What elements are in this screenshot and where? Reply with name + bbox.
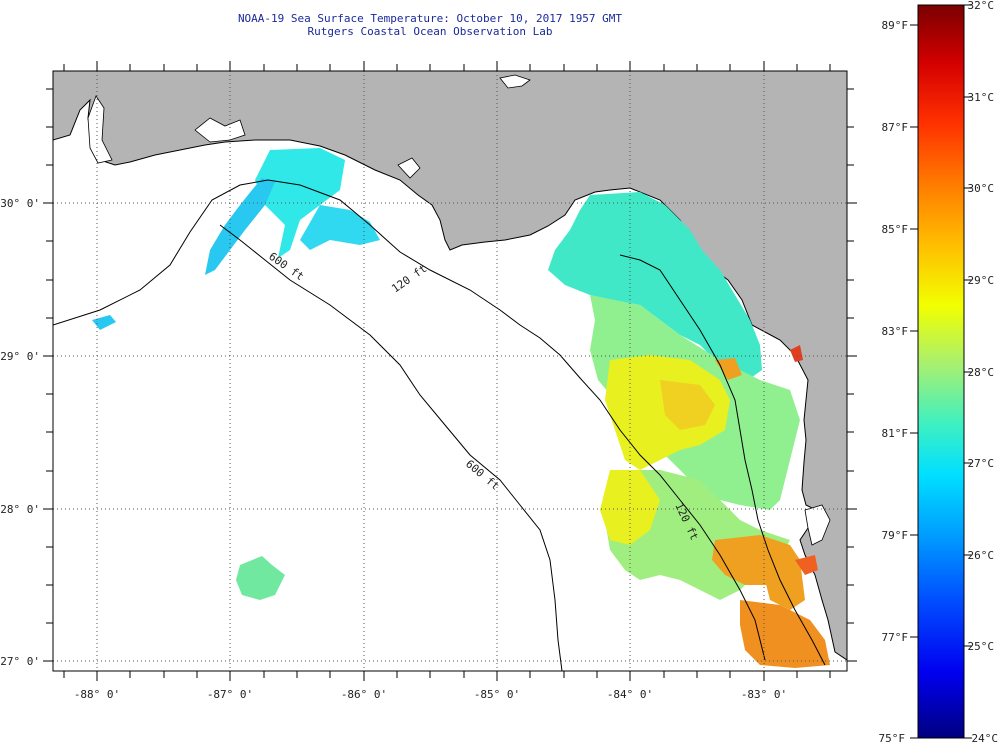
fahrenheit-label: 85°F <box>882 223 909 236</box>
map-frame <box>52 70 848 672</box>
longitude-label: -86° 0' <box>341 688 387 701</box>
fahrenheit-label: 75°F <box>879 732 906 745</box>
longitude-label: -85° 0' <box>474 688 520 701</box>
celsius-label: 30°C <box>968 182 995 195</box>
celsius-label: 25°C <box>968 640 995 653</box>
celsius-label: 32°C <box>968 0 995 12</box>
bay-inlet <box>87 95 113 164</box>
fahrenheit-label: 81°F <box>882 427 909 440</box>
isobath-120ft <box>53 179 766 661</box>
isobath-600ft <box>219 224 563 671</box>
latitude-label: 30° 0' <box>0 197 40 210</box>
bay-inlet <box>804 504 831 546</box>
longitude-label: -83° 0' <box>741 688 787 701</box>
celsius-label: 28°C <box>968 366 995 379</box>
celsius-label: 31°C <box>968 91 995 104</box>
fahrenheit-label: 77°F <box>882 631 909 644</box>
fahrenheit-label: 89°F <box>882 19 909 32</box>
isobath-600ft-east <box>619 254 826 666</box>
longitude-label: -84° 0' <box>607 688 653 701</box>
latitude-label: 28° 0' <box>0 503 40 516</box>
celsius-label: 26°C <box>968 549 995 562</box>
celsius-label: 27°C <box>968 457 995 470</box>
fahrenheit-label: 87°F <box>882 121 909 134</box>
colorbar-ticks <box>910 4 972 739</box>
fahrenheit-label: 79°F <box>882 529 909 542</box>
longitude-label: -87° 0' <box>207 688 253 701</box>
colorbar <box>917 4 965 739</box>
latitude-label: 27° 0' <box>0 655 40 668</box>
graticule <box>53 71 847 671</box>
celsius-label: 24°C <box>972 732 999 745</box>
latitude-label: 29° 0' <box>0 350 40 363</box>
bay-inlet <box>397 157 421 179</box>
frame-ticks <box>43 61 857 681</box>
fahrenheit-label: 83°F <box>882 325 909 338</box>
bay-inlet <box>499 74 531 89</box>
longitude-label: -88° 0' <box>74 688 120 701</box>
bay-inlet <box>194 117 246 143</box>
chart-subtitle: Rutgers Coastal Ocean Observation Lab <box>307 25 553 38</box>
chart-title: NOAA-19 Sea Surface Temperature: October… <box>237 12 623 25</box>
celsius-label: 29°C <box>968 274 995 287</box>
